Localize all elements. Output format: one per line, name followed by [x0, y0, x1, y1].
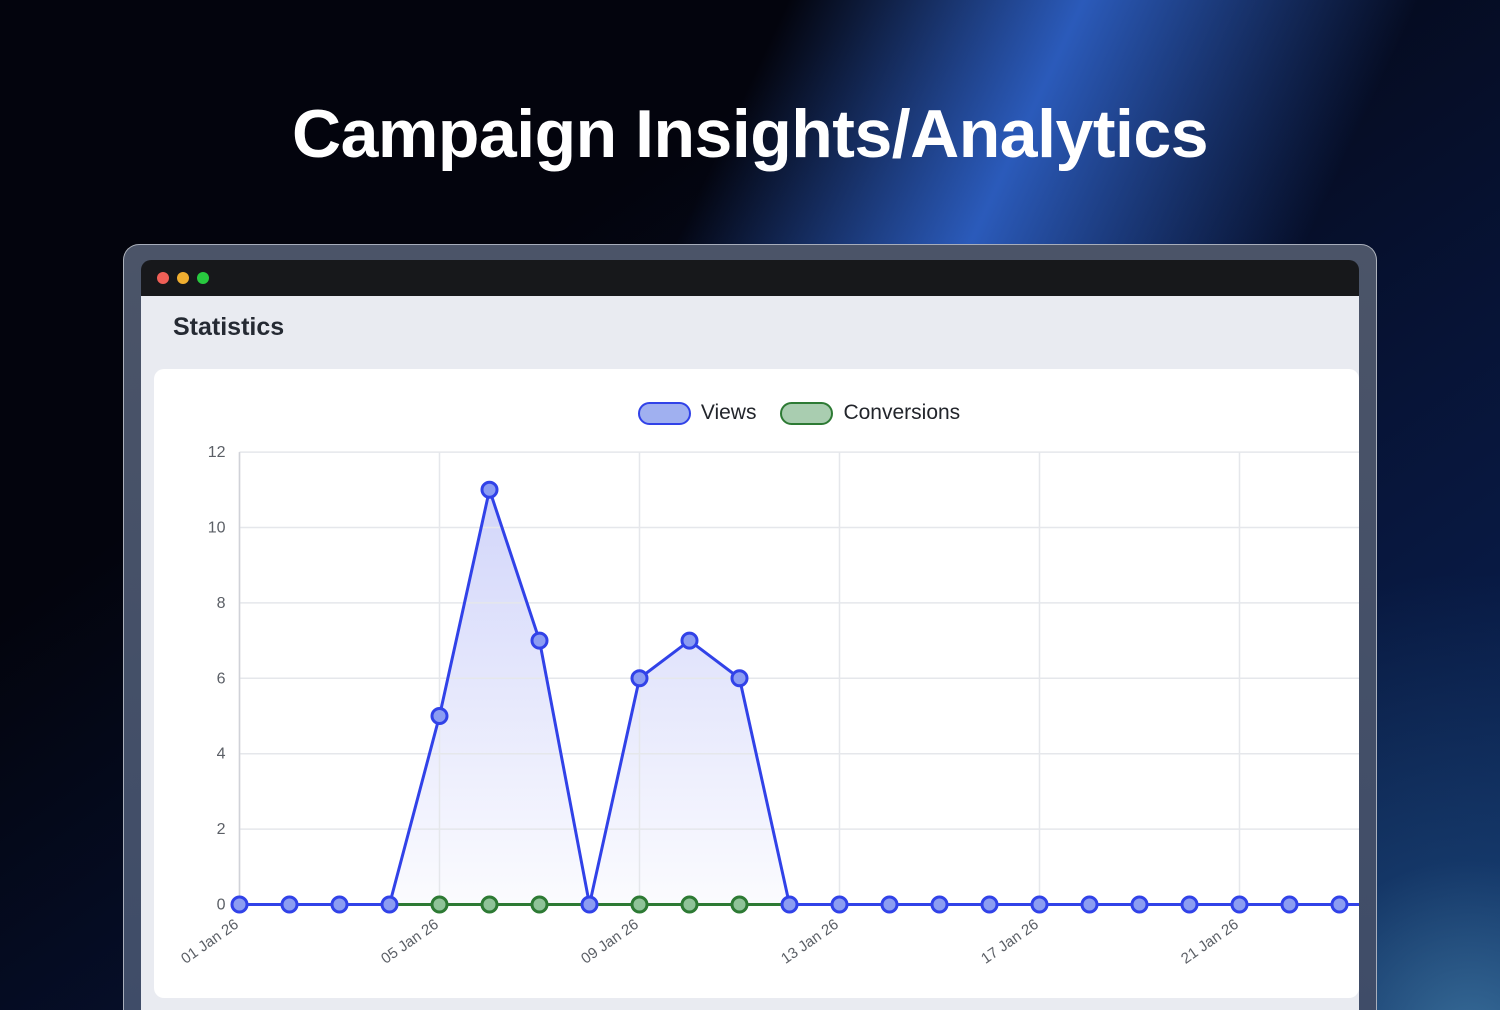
svg-text:2: 2: [217, 821, 226, 838]
svg-text:8: 8: [217, 595, 226, 612]
svg-text:05 Jan 26: 05 Jan 26: [378, 916, 442, 968]
svg-text:10: 10: [208, 519, 226, 536]
svg-text:6: 6: [217, 670, 226, 687]
svg-text:21 Jan 26: 21 Jan 26: [1178, 916, 1242, 968]
svg-text:17 Jan 26: 17 Jan 26: [978, 916, 1042, 968]
svg-text:13 Jan 26: 13 Jan 26: [778, 916, 842, 968]
svg-text:01 Jan 26: 01 Jan 26: [178, 916, 242, 968]
svg-text:4: 4: [217, 746, 226, 763]
svg-text:09 Jan 26: 09 Jan 26: [578, 916, 642, 968]
svg-text:0: 0: [217, 897, 226, 914]
svg-text:12: 12: [208, 444, 226, 461]
